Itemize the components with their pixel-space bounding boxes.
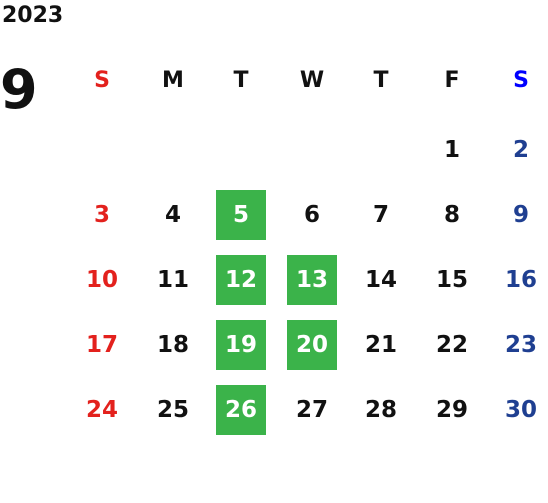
day: 1 bbox=[443, 137, 460, 163]
highlighted-day: 19 bbox=[216, 320, 266, 370]
day: 8 bbox=[443, 202, 460, 228]
month: 9 bbox=[0, 58, 38, 121]
weekday-label: S bbox=[94, 67, 110, 93]
day: 11 bbox=[156, 267, 189, 293]
day: 9 bbox=[512, 202, 529, 228]
weekday-label: F bbox=[444, 67, 460, 93]
highlighted-day: 12 bbox=[216, 255, 266, 305]
day: 17 bbox=[85, 332, 118, 358]
day: 24 bbox=[85, 397, 118, 423]
highlighted-day: 20 bbox=[287, 320, 337, 370]
day: 15 bbox=[435, 267, 468, 293]
weekday-label: T bbox=[233, 67, 249, 93]
day: 2 bbox=[512, 137, 529, 163]
weekday-label: S bbox=[513, 67, 529, 93]
day: 16 bbox=[504, 267, 537, 293]
day: 27 bbox=[295, 397, 328, 423]
weekday-label: M bbox=[162, 67, 184, 93]
day: 7 bbox=[372, 202, 389, 228]
weekday-label: T bbox=[373, 67, 389, 93]
day: 28 bbox=[364, 397, 397, 423]
day: 6 bbox=[303, 202, 320, 228]
day: 22 bbox=[435, 332, 468, 358]
day: 30 bbox=[504, 397, 537, 423]
day: 3 bbox=[93, 202, 110, 228]
day: 4 bbox=[164, 202, 181, 228]
day: 23 bbox=[504, 332, 537, 358]
highlighted-day: 5 bbox=[216, 190, 266, 240]
day: 18 bbox=[156, 332, 189, 358]
day: 25 bbox=[156, 397, 189, 423]
day: 29 bbox=[435, 397, 468, 423]
year: 2023 bbox=[2, 3, 64, 28]
highlighted-day: 13 bbox=[287, 255, 337, 305]
highlighted-day: 26 bbox=[216, 385, 266, 435]
day: 21 bbox=[364, 332, 397, 358]
day: 14 bbox=[364, 267, 397, 293]
weekday-label: W bbox=[299, 67, 325, 93]
day: 10 bbox=[85, 267, 118, 293]
